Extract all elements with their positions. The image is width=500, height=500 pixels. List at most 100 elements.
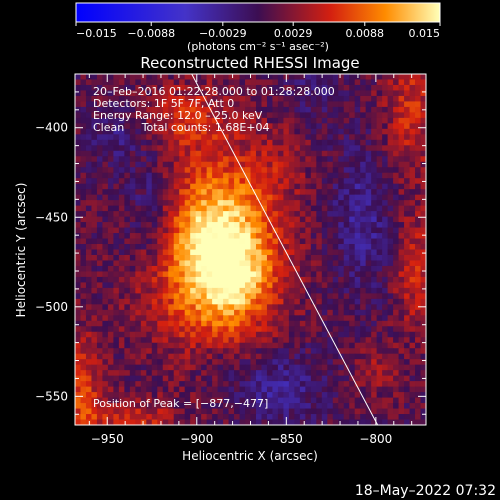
- heatmap-cell: [157, 90, 164, 97]
- heatmap-cell: [201, 337, 208, 344]
- heatmap-cell: [157, 287, 164, 294]
- heatmap-cell: [398, 381, 405, 388]
- heatmap-cell: [316, 112, 323, 119]
- heatmap-cell: [354, 293, 361, 300]
- heatmap-cell: [80, 309, 87, 316]
- heatmap-cell: [327, 287, 334, 294]
- heatmap-cell: [179, 320, 186, 327]
- heatmap-cell: [387, 205, 394, 212]
- heatmap-cell: [255, 397, 263, 404]
- heatmap-cell: [409, 414, 416, 421]
- heatmap-cell: [365, 381, 372, 388]
- heatmap-cell: [371, 150, 378, 157]
- heatmap-cell: [294, 315, 301, 322]
- heatmap-cell: [305, 375, 312, 382]
- heatmap-cell: [107, 249, 114, 256]
- heatmap-cell: [277, 183, 284, 190]
- heatmap-cell: [382, 254, 389, 262]
- heatmap-cell: [288, 353, 295, 360]
- heatmap-cell: [387, 287, 394, 294]
- heatmap-cell: [250, 249, 257, 256]
- heatmap-cell: [316, 106, 323, 113]
- heatmap-cell: [228, 331, 235, 338]
- heatmap-cell: [277, 233, 284, 240]
- heatmap-cell: [332, 128, 339, 135]
- heatmap-cell: [151, 117, 158, 124]
- heatmap-cell: [299, 386, 306, 393]
- heatmap-cell: [294, 74, 301, 81]
- heatmap-cell: [102, 150, 109, 157]
- heatmap-cell: [332, 222, 339, 229]
- heatmap-cell: [217, 260, 224, 267]
- heatmap-cell: [107, 172, 114, 179]
- heatmap-cell: [96, 200, 104, 207]
- heatmap-cell: [179, 145, 186, 152]
- heatmap-cell: [371, 326, 378, 333]
- heatmap-cell: [360, 167, 367, 174]
- heatmap-cell: [206, 337, 213, 344]
- heatmap-cell: [332, 112, 339, 119]
- heatmap-cell: [113, 123, 120, 130]
- heatmap-cell: [80, 145, 87, 152]
- heatmap-cell: [266, 90, 274, 97]
- heatmap-cell: [157, 74, 164, 81]
- heatmap-cell: [376, 304, 383, 311]
- heatmap-cell: [184, 260, 191, 267]
- heatmap-cell: [382, 265, 389, 273]
- heatmap-cell: [151, 211, 158, 218]
- heatmap-cell: [102, 128, 109, 135]
- heatmap-cell: [404, 161, 411, 168]
- heatmap-cell: [85, 337, 93, 344]
- heatmap-cell: [404, 326, 411, 333]
- heatmap-cell: [75, 79, 82, 86]
- heatmap-cell: [124, 106, 131, 113]
- heatmap-cell: [283, 216, 290, 223]
- heatmap-cell: [75, 222, 82, 229]
- heatmap-cell: [332, 244, 339, 251]
- heatmap-cell: [239, 331, 246, 338]
- heatmap-cell: [102, 271, 109, 278]
- heatmap-cell: [376, 161, 383, 168]
- heatmap-cell: [190, 392, 197, 399]
- heatmap-cell: [250, 74, 257, 81]
- heatmap-cell: [266, 408, 274, 415]
- heatmap-cell: [365, 353, 372, 360]
- heatmap-cell: [349, 161, 356, 168]
- heatmap-cell: [420, 101, 426, 108]
- heatmap-cell: [332, 167, 339, 174]
- heatmap-cell: [157, 101, 164, 108]
- heatmap-cell: [382, 117, 389, 124]
- heatmap-cell: [294, 414, 301, 421]
- heatmap-cell: [80, 167, 87, 174]
- heatmap-cell: [404, 315, 411, 322]
- heatmap-cell: [277, 271, 284, 278]
- heatmap-cell: [228, 101, 235, 108]
- heatmap-cell: [234, 293, 241, 300]
- heatmap-cell: [157, 364, 164, 371]
- heatmap-cell: [371, 370, 378, 377]
- heatmap-cell: [321, 304, 328, 311]
- heatmap-cell: [420, 386, 426, 393]
- heatmap-cell: [162, 392, 169, 399]
- heatmap-cell: [393, 370, 400, 377]
- heatmap-cell: [250, 386, 257, 393]
- heatmap-cell: [146, 106, 153, 113]
- heatmap-cell: [349, 287, 356, 294]
- heatmap-cell: [91, 194, 98, 201]
- heatmap-cell: [316, 79, 323, 86]
- heatmap-cell: [382, 200, 389, 207]
- heatmap-cell: [294, 381, 301, 388]
- heatmap-cell: [162, 200, 169, 207]
- heatmap-cell: [360, 156, 367, 163]
- heatmap-cell: [102, 189, 109, 196]
- heatmap-cell: [85, 134, 93, 141]
- colorbar-tick-label: −0.0029: [199, 27, 247, 40]
- heatmap-cell: [91, 271, 98, 278]
- heatmap-cell: [272, 117, 279, 124]
- heatmap-cell: [129, 74, 136, 81]
- heatmap-cell: [96, 112, 104, 119]
- heatmap-cell: [409, 145, 416, 152]
- heatmap-cell: [398, 90, 405, 97]
- heatmap-cell: [162, 178, 169, 185]
- heatmap-cell: [294, 79, 301, 86]
